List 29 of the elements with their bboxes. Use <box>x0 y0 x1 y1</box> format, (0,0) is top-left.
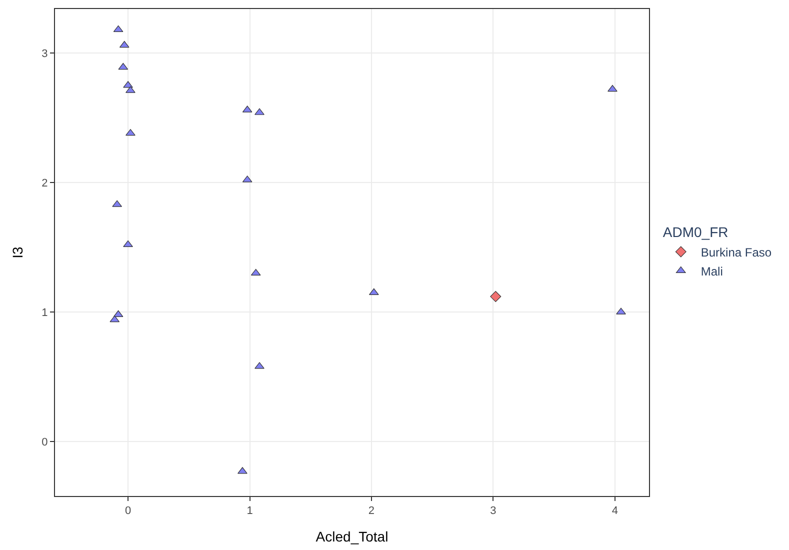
legend-label: Mali <box>700 264 723 278</box>
point <box>113 25 124 32</box>
point <box>123 240 133 248</box>
point <box>238 467 248 474</box>
point <box>616 308 626 314</box>
y-tick-label: 3 <box>42 48 48 60</box>
y-tick-label: 1 <box>42 306 48 319</box>
point <box>126 86 136 93</box>
x-tick-label: 0 <box>124 505 132 518</box>
x-axis-title: Acled_Total <box>316 528 388 544</box>
point <box>254 362 264 369</box>
x-tick-label: 4 <box>612 505 618 518</box>
point <box>490 291 502 302</box>
legend-label: Burkina Faso <box>700 245 772 260</box>
y-tick-label: 2 <box>42 177 48 190</box>
y-axis-title: I3 <box>9 246 26 258</box>
point <box>112 200 122 207</box>
point <box>608 85 618 92</box>
x-tick-label: 3 <box>490 505 496 518</box>
y-tick-label: 0 <box>42 436 48 448</box>
point <box>123 81 133 88</box>
x-tick-label: 2 <box>368 505 375 518</box>
point <box>250 268 261 276</box>
point <box>118 62 128 70</box>
x-tick-label: 1 <box>246 505 253 518</box>
legend-title: ADM0_FR <box>662 224 728 240</box>
point <box>254 108 264 115</box>
point <box>119 40 130 48</box>
point <box>126 129 136 136</box>
